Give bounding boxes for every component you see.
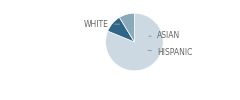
Legend: 81.2%, 10.1%, 8.7%: 81.2%, 10.1%, 8.7% [75, 96, 193, 100]
Wedge shape [120, 13, 134, 42]
Text: HISPANIC: HISPANIC [148, 48, 192, 57]
Wedge shape [106, 13, 163, 71]
Wedge shape [108, 17, 134, 42]
Text: WHITE: WHITE [84, 20, 120, 29]
Text: ASIAN: ASIAN [149, 31, 180, 40]
